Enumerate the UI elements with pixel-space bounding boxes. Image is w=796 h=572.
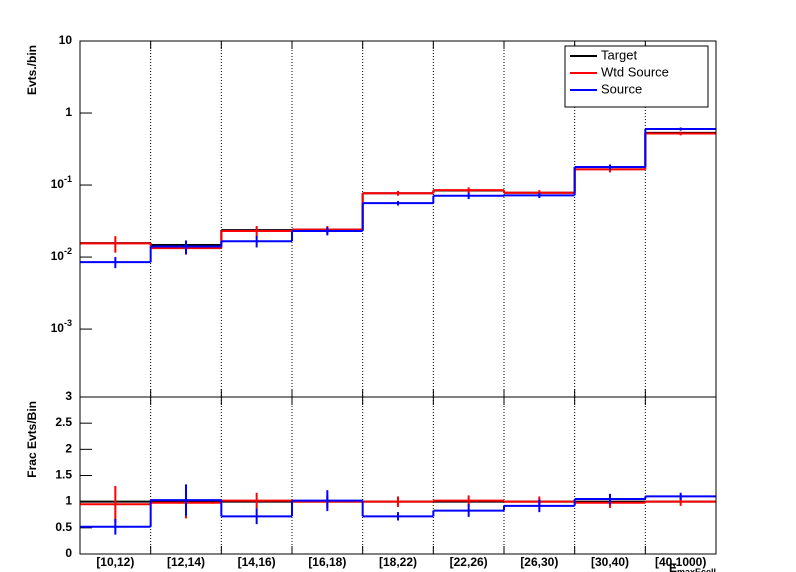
y-axis-title: Frac Evts/Bin xyxy=(25,401,39,478)
y-tick-base: 3 xyxy=(65,389,72,403)
y-tick-label: 10-3 xyxy=(51,318,72,335)
y-tick-exp: -3 xyxy=(64,318,72,328)
x-title-main: E xyxy=(669,561,677,572)
x-tick-label: [12,14) xyxy=(167,555,205,569)
frame xyxy=(79,396,717,555)
x-tick-label: [30,40) xyxy=(591,555,629,569)
y-tick-label: 10 xyxy=(59,33,73,47)
x-tick-label: [22,26) xyxy=(450,555,488,569)
y-tick-base: 10 xyxy=(51,177,65,191)
y-tick-label: 1.5 xyxy=(55,468,72,482)
y-tick-exp: -1 xyxy=(64,174,72,184)
y-tick-label: 0.5 xyxy=(55,520,72,534)
x-tick-label: [18,22) xyxy=(379,555,417,569)
y-tick-label: 10-1 xyxy=(51,174,72,191)
y-tick-label: 10-2 xyxy=(51,246,72,263)
x-tick-label: [16,18) xyxy=(308,555,346,569)
y-tick-exp: -2 xyxy=(64,246,72,256)
y-tick-base: 2 xyxy=(65,442,72,456)
y-tick-base: 10 xyxy=(51,321,65,335)
y-tick-label: 1 xyxy=(65,494,72,508)
y-tick-base: 1.5 xyxy=(55,468,72,482)
legend-label: Target xyxy=(601,47,638,62)
y-tick-label: 1 xyxy=(65,105,72,119)
x-tick-label: [40,1000) xyxy=(655,555,706,569)
y-tick-base: 0.5 xyxy=(55,520,72,534)
legend-label: Source xyxy=(601,81,642,96)
y-axis-title: Evts./bin xyxy=(25,45,39,95)
y-tick-base: 1 xyxy=(65,105,72,119)
y-tick-base: 2.5 xyxy=(55,415,72,429)
x-axis-title: EmaxEcell xyxy=(669,561,716,572)
x-tick-label: [14,16) xyxy=(238,555,276,569)
y-tick-label: 2.5 xyxy=(55,415,72,429)
y-tick-label: 3 xyxy=(65,389,72,403)
legend-label: Wtd Source xyxy=(601,64,669,79)
y-tick-base: 10 xyxy=(51,249,65,263)
x-tick-label: [26,30) xyxy=(520,555,558,569)
y-tick-base: 0 xyxy=(65,546,72,560)
y-tick-base: 1 xyxy=(65,494,72,508)
y-tick-label: 2 xyxy=(65,442,72,456)
y-tick-label: 0 xyxy=(65,546,72,560)
x-title-sub: maxEcell xyxy=(677,567,716,572)
y-tick-base: 10 xyxy=(59,33,73,47)
x-tick-label: [10,12) xyxy=(96,555,134,569)
